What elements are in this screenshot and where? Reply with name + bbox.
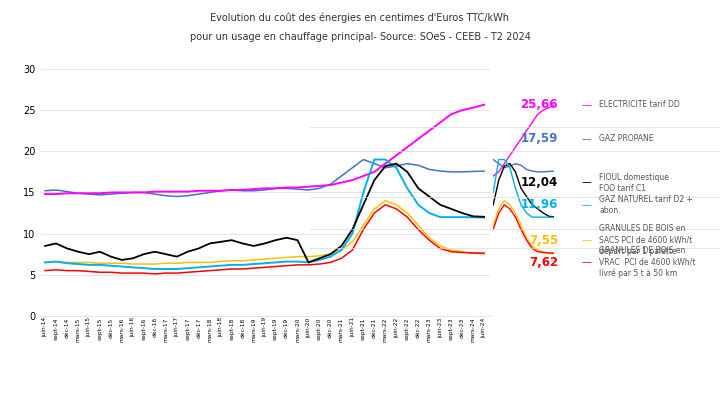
Text: 12,04: 12,04 bbox=[521, 176, 558, 189]
Text: GAZ PROPANE: GAZ PROPANE bbox=[599, 134, 654, 143]
Text: 11,96: 11,96 bbox=[521, 198, 558, 211]
Text: GRANULES DE BOIS en
SACS PCI de 4600 kWh/t
départ par 1 palette: GRANULES DE BOIS en SACS PCI de 4600 kWh… bbox=[599, 224, 693, 256]
Text: 7,62: 7,62 bbox=[529, 256, 558, 269]
Text: FIOUL domestique
FOO tarif C1: FIOUL domestique FOO tarif C1 bbox=[599, 173, 669, 193]
Text: Evolution du coût des énergies en centimes d'Euros TTC/kWh: Evolution du coût des énergies en centim… bbox=[210, 12, 510, 23]
Text: —: — bbox=[582, 235, 592, 245]
Text: 25,66: 25,66 bbox=[521, 98, 558, 111]
Text: ELECTRICITE tarif DD: ELECTRICITE tarif DD bbox=[599, 100, 680, 109]
Text: pour un usage en chauffage principal- Source: SOeS - CEEB - T2 2024: pour un usage en chauffage principal- So… bbox=[189, 32, 531, 43]
Text: GAZ NATUREL tarif D2 +
abon.: GAZ NATUREL tarif D2 + abon. bbox=[599, 195, 693, 215]
Text: —: — bbox=[582, 258, 592, 267]
Text: 7,55: 7,55 bbox=[528, 234, 558, 247]
Text: —: — bbox=[582, 200, 592, 210]
Text: —: — bbox=[582, 100, 592, 110]
Text: —: — bbox=[582, 134, 592, 144]
Text: —: — bbox=[582, 177, 592, 188]
Text: GRANULES DE BOIS en
VRAC  PCI de 4600 kWh/t
livré par 5 t à 50 km: GRANULES DE BOIS en VRAC PCI de 4600 kWh… bbox=[599, 247, 696, 278]
Text: 17,59: 17,59 bbox=[521, 132, 558, 145]
